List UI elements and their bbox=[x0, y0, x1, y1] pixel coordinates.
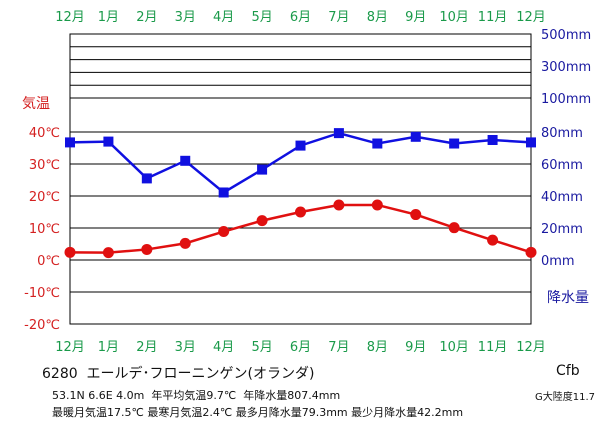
precipitation-tick-label: 500mm bbox=[541, 28, 591, 43]
top-month-label: 5月 bbox=[251, 10, 272, 25]
bottom-month-label: 1月 bbox=[98, 340, 119, 355]
top-month-label: 7月 bbox=[328, 10, 349, 25]
top-month-label: 2月 bbox=[136, 10, 157, 25]
station-id: 6280 bbox=[42, 366, 78, 382]
stats-line-1: 53.1N 6.6E 4.0m 年平均気温9.7℃ 年降水量807.4mm bbox=[52, 387, 340, 403]
top-month-label: 12月 bbox=[516, 10, 546, 25]
precipitation-point bbox=[333, 128, 344, 139]
temperature-point bbox=[102, 247, 114, 259]
precipitation-point bbox=[141, 173, 152, 184]
bottom-month-label: 9月 bbox=[405, 340, 426, 355]
bottom-month-label: 12月 bbox=[516, 340, 546, 355]
annual-precip: 年降水量807.4mm bbox=[243, 389, 341, 402]
temperature-tick-label: 10℃ bbox=[29, 222, 60, 237]
top-month-label: 11月 bbox=[478, 10, 508, 25]
top-month-label: 3月 bbox=[175, 10, 196, 25]
station-coords: 53.1N 6.6E 4.0m bbox=[52, 389, 145, 402]
precipitation-point bbox=[65, 137, 75, 148]
bottom-month-label: 10月 bbox=[439, 340, 469, 355]
top-month-label: 8月 bbox=[367, 10, 388, 25]
temperature-point bbox=[525, 246, 537, 258]
temperature-point bbox=[371, 199, 383, 211]
top-month-label: 6月 bbox=[290, 10, 311, 25]
temperature-point bbox=[64, 246, 76, 258]
temperature-point bbox=[141, 243, 153, 255]
temperature-tick-label: 40℃ bbox=[29, 126, 60, 141]
continentality-index: G大陸度11.7 bbox=[535, 392, 596, 403]
temperature-tick-label: -20℃ bbox=[24, 318, 60, 333]
coldest-month-temp: 最寒月気温2.4℃ bbox=[147, 406, 233, 419]
bottom-month-label: 12月 bbox=[55, 340, 85, 355]
top-month-label: 10月 bbox=[439, 10, 469, 25]
plot-border bbox=[69, 33, 532, 325]
precipitation-point bbox=[487, 135, 498, 145]
temperature-point bbox=[218, 226, 230, 238]
top-month-labels: 12月 1月 2月 3月 4月 5月 6月 7月 8月 9月 10月 11月 12月 bbox=[55, 10, 546, 25]
bottom-month-label: 8月 bbox=[367, 340, 388, 355]
precipitation-tick-label: 20mm bbox=[541, 222, 583, 237]
precipitation-tick-label: 0mm bbox=[541, 254, 575, 269]
station-line: 6280 エールデ･フローニンゲン(オランダ) bbox=[42, 363, 314, 383]
top-month-label: 4月 bbox=[213, 10, 234, 25]
annual-mean-temp: 年平均気温9.7℃ bbox=[151, 389, 237, 402]
temperature-tick-label: 0℃ bbox=[37, 254, 60, 269]
bottom-month-label: 6月 bbox=[290, 340, 311, 355]
temperature-point bbox=[448, 222, 460, 234]
bottom-month-label: 4月 bbox=[213, 340, 234, 355]
precipitation-point bbox=[218, 187, 229, 198]
bottom-month-label: 3月 bbox=[175, 340, 196, 355]
precipitation-tick-label: 80mm bbox=[541, 126, 583, 141]
precipitation-tick-label: 300mm bbox=[541, 60, 591, 75]
precipitation-point bbox=[180, 155, 191, 166]
precipitation-point bbox=[257, 164, 268, 175]
stats-line-2: 最暖月気温17.5℃ 最寒月気温2.4℃ 最多月降水量79.3mm 最少月降水量… bbox=[52, 404, 463, 420]
top-month-label: 12月 bbox=[55, 10, 85, 25]
precipitation-point bbox=[410, 131, 421, 142]
bottom-month-label: 5月 bbox=[251, 340, 272, 355]
wettest-month-precip: 最多月降水量79.3mm bbox=[235, 406, 348, 419]
precipitation-axis-title: 降水量 bbox=[547, 290, 589, 306]
temperature-point bbox=[410, 209, 422, 221]
precipitation-tick-label: 60mm bbox=[541, 158, 583, 173]
precipitation-tick-label: 40mm bbox=[541, 190, 583, 205]
bottom-month-label: 2月 bbox=[136, 340, 157, 355]
precipitation-axis-ticks: 500mm 300mm 100mm 80mm 60mm 40mm 20mm 0mm bbox=[541, 28, 591, 269]
precipitation-tick-label: 100mm bbox=[541, 92, 591, 107]
precipitation-point bbox=[103, 136, 114, 147]
top-month-label: 1月 bbox=[98, 10, 119, 25]
temperature-axis-ticks: 40℃ 30℃ 20℃ 10℃ 0℃ -10℃ -20℃ bbox=[24, 126, 60, 333]
temperature-point bbox=[295, 206, 306, 218]
chart-series bbox=[64, 128, 537, 259]
temperature-point bbox=[256, 215, 268, 227]
driest-month-precip: 最少月降水量42.2mm bbox=[351, 406, 464, 419]
bottom-month-label: 7月 bbox=[328, 340, 349, 355]
temperature-point bbox=[487, 234, 499, 246]
temperature-point bbox=[333, 199, 345, 211]
precipitation-point bbox=[372, 138, 383, 149]
temperature-tick-label: -10℃ bbox=[24, 286, 60, 301]
temperature-axis-title: 気温 bbox=[22, 96, 50, 112]
chart-grid bbox=[69, 33, 532, 325]
warmest-month-temp: 最暖月気温17.5℃ bbox=[52, 406, 144, 419]
temperature-point bbox=[179, 237, 191, 249]
station-name: エールデ･フローニンゲン(オランダ) bbox=[86, 366, 315, 382]
bottom-month-label: 11月 bbox=[478, 340, 508, 355]
precipitation-point bbox=[295, 140, 306, 151]
temperature-tick-label: 30℃ bbox=[29, 158, 60, 173]
temperature-tick-label: 20℃ bbox=[29, 190, 60, 205]
precipitation-point bbox=[449, 138, 460, 149]
bottom-month-labels: 12月 1月 2月 3月 4月 5月 6月 7月 8月 9月 10月 11月 12月 bbox=[55, 340, 546, 355]
climate-code: Cfb bbox=[556, 363, 580, 379]
top-month-label: 9月 bbox=[405, 10, 426, 25]
precipitation-point bbox=[526, 137, 536, 148]
